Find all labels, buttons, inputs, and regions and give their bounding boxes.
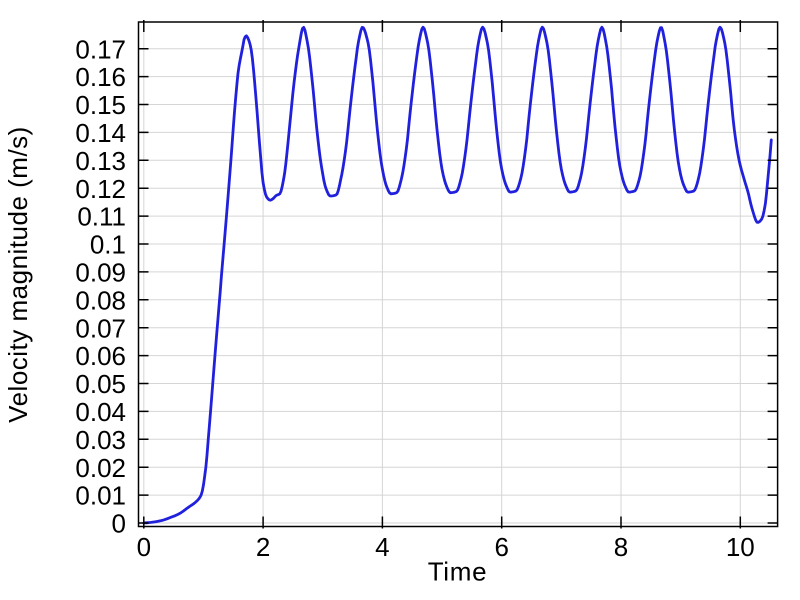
svg-text:0.05: 0.05 — [75, 369, 126, 399]
svg-text:0: 0 — [112, 509, 126, 539]
svg-text:0.15: 0.15 — [75, 90, 126, 120]
svg-text:0.1: 0.1 — [90, 230, 126, 260]
svg-text:0.04: 0.04 — [75, 397, 126, 427]
svg-text:0.14: 0.14 — [75, 118, 126, 148]
svg-text:0.16: 0.16 — [75, 62, 126, 92]
svg-text:0: 0 — [137, 532, 151, 562]
svg-text:4: 4 — [375, 532, 389, 562]
svg-text:0.17: 0.17 — [75, 34, 126, 64]
svg-text:0.03: 0.03 — [75, 425, 126, 455]
svg-text:0.01: 0.01 — [75, 481, 126, 511]
svg-text:0.06: 0.06 — [75, 341, 126, 371]
svg-text:8: 8 — [614, 532, 628, 562]
svg-text:0.11: 0.11 — [77, 202, 126, 232]
svg-text:0.09: 0.09 — [75, 258, 126, 288]
svg-text:0.08: 0.08 — [75, 285, 126, 315]
svg-text:Velocity magnitude (m/s): Velocity magnitude (m/s) — [3, 126, 33, 423]
svg-text:Time: Time — [428, 557, 488, 587]
svg-text:10: 10 — [726, 532, 755, 562]
svg-text:0.13: 0.13 — [75, 146, 126, 176]
svg-text:6: 6 — [494, 532, 508, 562]
svg-text:0.12: 0.12 — [75, 174, 126, 204]
svg-text:0.07: 0.07 — [75, 313, 126, 343]
svg-text:2: 2 — [256, 532, 270, 562]
svg-text:0.02: 0.02 — [75, 453, 126, 483]
